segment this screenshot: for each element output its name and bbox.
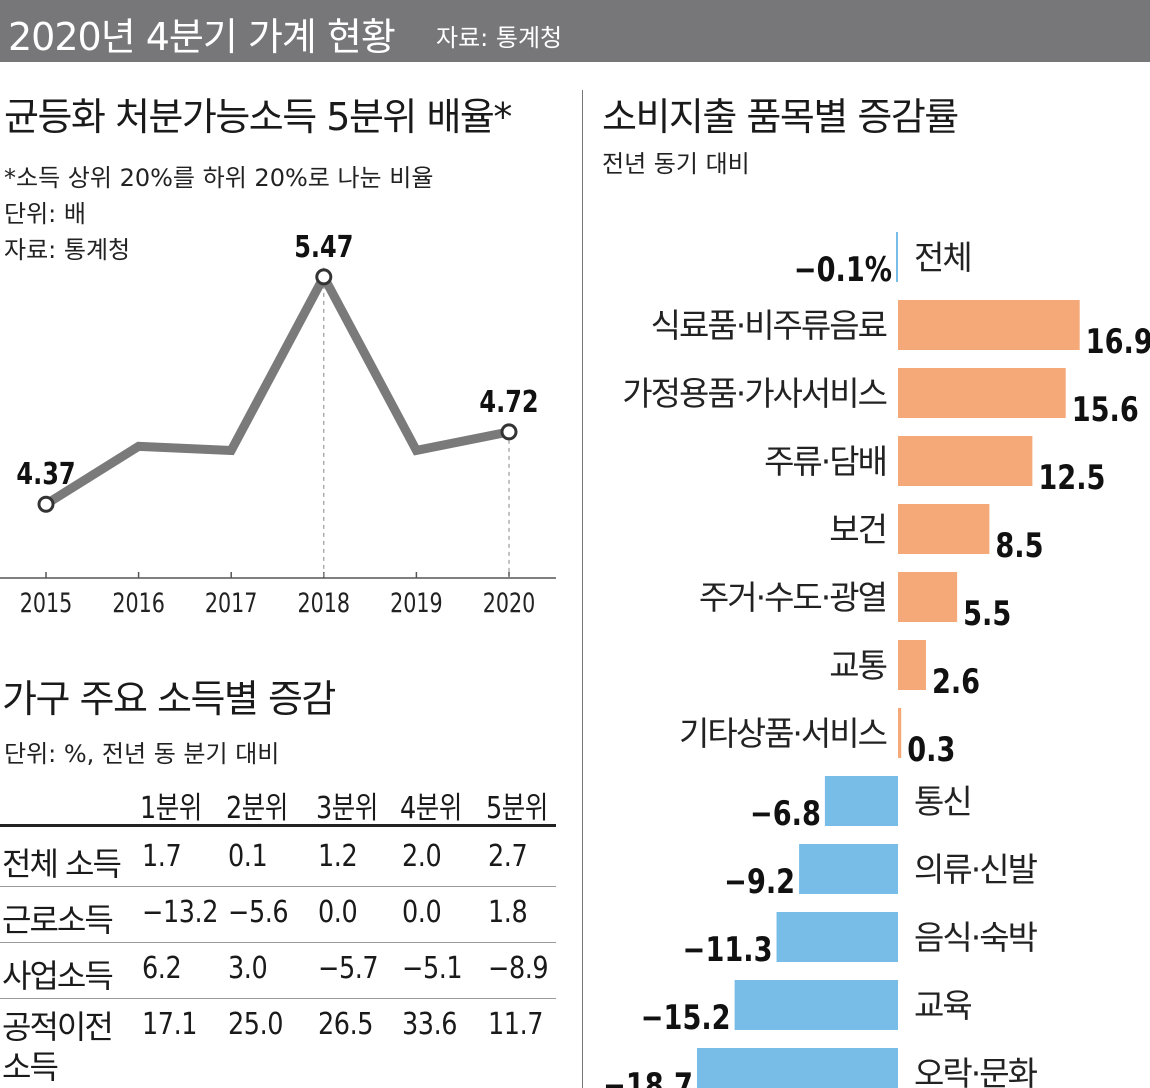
category-label: 주거·수도·광열 xyxy=(699,578,886,617)
category-label: 교통 xyxy=(829,646,886,685)
bar xyxy=(734,980,898,1030)
table-cell: 33.6 xyxy=(402,1007,458,1042)
data-point xyxy=(37,495,55,513)
value-label: −15.2 xyxy=(641,998,731,1038)
section-divider xyxy=(582,90,583,1088)
row-label: 전체 소득 xyxy=(2,845,122,883)
row-divider xyxy=(0,886,556,887)
table-cell: 0.0 xyxy=(402,895,442,930)
category-label: 의류·신발 xyxy=(914,850,1038,889)
table-title: 가구 주요 소득별 증감 xyxy=(2,677,336,721)
bar xyxy=(898,300,1080,350)
bar xyxy=(898,368,1066,418)
table-cell: −13.2 xyxy=(142,895,219,930)
table-cell: 6.2 xyxy=(142,951,182,986)
table-cell: 3.0 xyxy=(228,951,268,986)
row-divider xyxy=(0,942,556,943)
bar xyxy=(898,504,990,554)
table-cell: 11.7 xyxy=(488,1007,544,1042)
category-label: 가정용품·가사서비스 xyxy=(622,374,886,413)
table-cell: −5.6 xyxy=(228,895,289,930)
bar-chart-subtitle: 전년 동기 대비 xyxy=(602,150,750,178)
table-cell: 26.5 xyxy=(318,1007,374,1042)
x-tick-label: 2020 xyxy=(483,587,536,618)
category-label: 전체 xyxy=(914,238,971,277)
x-tick-label: 2018 xyxy=(298,587,351,618)
column-header: 4분위 xyxy=(400,791,462,826)
value-label: −6.8 xyxy=(750,794,821,834)
bar xyxy=(696,1048,898,1088)
value-label: 2.6 xyxy=(932,662,980,702)
value-label: 15.6 xyxy=(1072,390,1139,430)
bar xyxy=(824,776,898,826)
value-label: −11.3 xyxy=(683,930,773,970)
category-label: 오락·문화 xyxy=(914,1054,1038,1088)
row-label: 근로소득 xyxy=(2,901,114,939)
table-cell: −5.1 xyxy=(402,951,463,986)
x-tick-label: 2019 xyxy=(390,587,443,618)
x-tick-label: 2016 xyxy=(112,587,165,618)
bar xyxy=(898,436,1033,486)
table-cell: 1.7 xyxy=(142,839,182,874)
value-label: 12.5 xyxy=(1038,458,1105,498)
data-label: 4.37 xyxy=(16,458,75,492)
value-label: −18.7 xyxy=(603,1066,693,1088)
data-point xyxy=(500,423,518,441)
bar xyxy=(898,572,958,622)
bar-chart-title: 소비지출 품목별 증감률 xyxy=(602,95,959,139)
table-cell: −5.7 xyxy=(318,951,379,986)
series-line xyxy=(43,267,510,509)
table-unit: 단위: %, 전년 동 분기 대비 xyxy=(4,740,280,768)
value-label: 5.5 xyxy=(963,594,1011,634)
line-chart-source: 자료: 통계청 xyxy=(4,236,131,264)
bar xyxy=(896,232,898,282)
table-cell: 2.0 xyxy=(402,839,442,874)
category-label: 기타상품·서비스 xyxy=(679,714,887,753)
value-label: −9.2 xyxy=(724,862,795,902)
table-cell: 1.2 xyxy=(318,839,358,874)
data-point xyxy=(315,268,333,286)
header-source: 자료: 통계청 xyxy=(436,24,563,52)
data-label: 5.47 xyxy=(294,230,353,264)
value-label: 16.9 xyxy=(1086,322,1150,362)
table-cell: 0.1 xyxy=(228,839,268,874)
category-label: 보건 xyxy=(829,510,886,549)
table-cell: 0.0 xyxy=(318,895,358,930)
bar xyxy=(898,708,902,758)
row-label: 사업소득 xyxy=(2,957,114,995)
category-label: 주류·담배 xyxy=(764,442,886,481)
table-cell: 17.1 xyxy=(142,1007,198,1042)
category-label: 식료품·비주류음료 xyxy=(651,306,887,345)
x-tick-label: 2017 xyxy=(205,587,258,618)
page-title: 2020년 4분기 가계 현황 xyxy=(8,15,396,59)
category-label: 통신 xyxy=(914,782,971,821)
category-label: 교육 xyxy=(914,986,971,1025)
value-label: −0.1% xyxy=(794,250,892,290)
table-cell: 2.7 xyxy=(488,839,528,874)
table-cell: 1.8 xyxy=(488,895,528,930)
line-chart-footnote: *소득 상위 20%를 하위 20%로 나눈 비율 xyxy=(4,164,434,192)
data-label: 4.72 xyxy=(479,385,538,419)
x-tick-label: 2015 xyxy=(20,587,73,618)
value-label: 8.5 xyxy=(995,526,1043,566)
table-cell: −8.9 xyxy=(488,951,549,986)
column-header: 3분위 xyxy=(316,791,378,826)
category-label: 음식·숙박 xyxy=(914,918,1038,957)
line-chart: 2015 2016 2017 2018 2019 2020 4.37 5.47 4.72 xyxy=(0,230,556,618)
bar xyxy=(799,844,898,894)
column-header: 1분위 xyxy=(140,791,202,826)
row-divider xyxy=(0,998,556,999)
table-header-rule xyxy=(0,824,556,827)
bar xyxy=(776,912,898,962)
value-label: 0.3 xyxy=(907,730,955,770)
bar xyxy=(898,640,926,690)
column-header: 2분위 xyxy=(226,791,288,826)
line-chart-title: 균등화 처분가능소득 5분위 배율* xyxy=(4,95,512,139)
column-header: 5분위 xyxy=(486,791,548,826)
line-chart-unit: 단위: 배 xyxy=(4,200,86,228)
table-cell: 25.0 xyxy=(228,1007,284,1042)
row-label: 공적이전 소득 xyxy=(2,1008,114,1086)
header-banner: 2020년 4분기 가계 현황 자료: 통계청 xyxy=(0,0,1150,62)
